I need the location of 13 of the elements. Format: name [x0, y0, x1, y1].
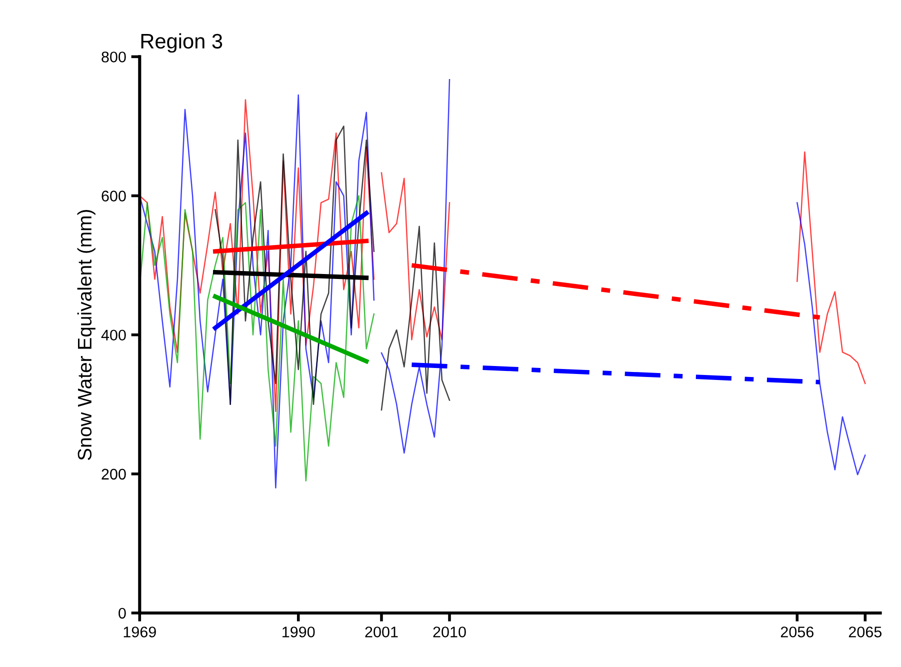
- y-tick-label: 600: [102, 190, 126, 202]
- x-tick-label: 2010: [433, 626, 466, 638]
- chart-title: Region 3: [141, 33, 222, 53]
- x-tick-label: 2065: [848, 626, 882, 638]
- y-tick-label: 0: [118, 608, 126, 619]
- y-tick-label: 800: [102, 52, 126, 62]
- x-tick-label: 1990: [282, 626, 315, 638]
- y-axis-title: Snow Water Equivalent (mm): [77, 210, 96, 460]
- y-tick-label: 400: [101, 330, 126, 341]
- x-tick-label: 1969: [124, 626, 156, 638]
- y-tick-label: 200: [102, 468, 126, 480]
- x-tick-label: 2056: [780, 626, 814, 638]
- x-tick-label: 2001: [365, 626, 398, 638]
